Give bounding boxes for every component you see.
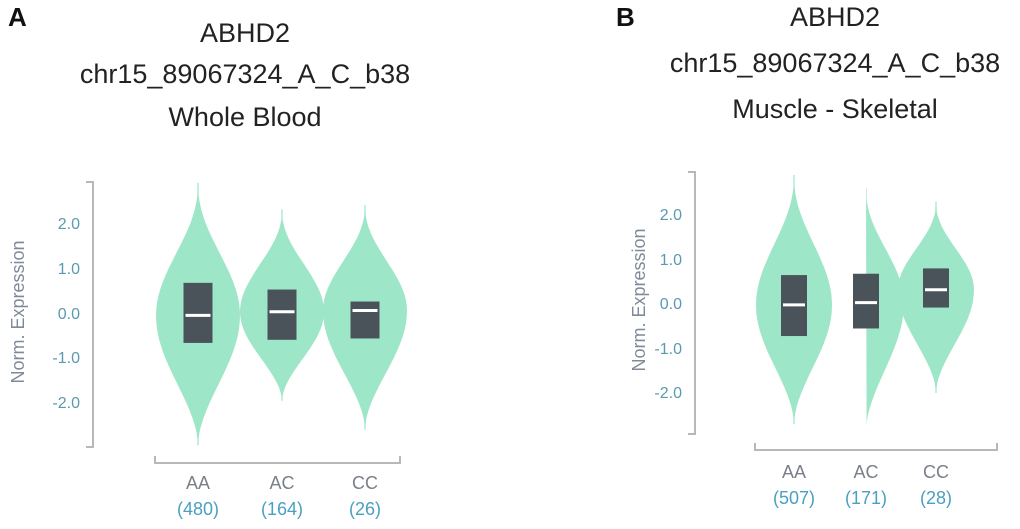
y-tick-label: 0.0 xyxy=(660,296,682,313)
x-count-label: (507) xyxy=(773,488,815,508)
violin-group xyxy=(156,182,407,446)
x-category-label: AA xyxy=(186,473,210,493)
y-tick-label: -1.0 xyxy=(654,341,682,358)
panel-letter: A xyxy=(8,2,27,32)
x-axis xyxy=(154,456,401,464)
y-tick-label: 0.0 xyxy=(58,306,80,323)
chart-panel-b: B ABHD2 chr15_89067324_A_C_b38 Muscle - … xyxy=(616,2,1000,508)
x-count-label: (28) xyxy=(920,488,952,508)
iqr-box-AC xyxy=(267,289,297,340)
y-axis-label: Norm. Expression xyxy=(8,240,28,383)
y-tick-label: -2.0 xyxy=(654,385,682,402)
panel-letter: B xyxy=(616,2,635,32)
iqr-box-AA xyxy=(183,282,213,343)
y-axis xyxy=(688,171,696,435)
x-category-label: AC xyxy=(269,473,294,493)
chart-panel-a: A ABHD2 chr15_89067324_A_C_b38 Whole Blo… xyxy=(8,2,410,519)
y-tick-label: 1.0 xyxy=(58,261,80,278)
violin-group xyxy=(756,174,974,425)
x-category-label: CC xyxy=(923,462,949,482)
y-tick-label: -2.0 xyxy=(52,395,80,412)
iqr-box-AC xyxy=(853,273,879,329)
y-tick-label: 2.0 xyxy=(58,216,80,233)
iqr-box-CC xyxy=(350,301,380,339)
iqr-box-CC xyxy=(923,268,949,308)
x-category-label: CC xyxy=(352,473,378,493)
y-tick-label: 2.0 xyxy=(660,207,682,224)
chart-title-variant: chr15_89067324_A_C_b38 xyxy=(670,48,1000,78)
chart-title-tissue: Muscle - Skeletal xyxy=(732,94,938,124)
x-count-label: (480) xyxy=(177,499,219,519)
violin-AC xyxy=(866,188,904,425)
chart-title-gene: ABHD2 xyxy=(790,2,880,32)
x-category-label: AA xyxy=(782,462,806,482)
x-axis xyxy=(754,443,998,451)
y-axis xyxy=(86,181,94,448)
x-category-label: AC xyxy=(853,462,878,482)
x-count-label: (26) xyxy=(349,499,381,519)
chart-title-tissue: Whole Blood xyxy=(168,102,321,132)
y-tick-label: 1.0 xyxy=(660,252,682,269)
x-count-label: (171) xyxy=(845,488,887,508)
y-tick-label: -1.0 xyxy=(52,350,80,367)
y-axis-label: Norm. Expression xyxy=(629,228,649,371)
chart-title-gene: ABHD2 xyxy=(200,18,290,48)
x-count-label: (164) xyxy=(261,499,303,519)
chart-title-variant: chr15_89067324_A_C_b38 xyxy=(80,59,410,89)
